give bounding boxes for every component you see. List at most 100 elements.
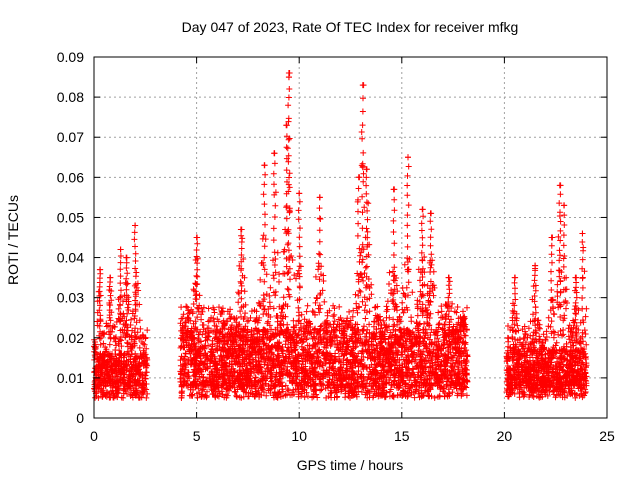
- data-point: [117, 350, 124, 357]
- data-point: [418, 220, 425, 227]
- data-point: [355, 220, 362, 227]
- data-point: [361, 270, 368, 277]
- data-point: [139, 332, 146, 339]
- data-point: [141, 341, 148, 348]
- data-point: [99, 393, 106, 400]
- data-point: [124, 324, 131, 331]
- data-point: [117, 302, 124, 309]
- data-point: [119, 377, 126, 384]
- data-point: [136, 360, 143, 367]
- data-point: [354, 232, 361, 239]
- data-point: [107, 322, 113, 329]
- data-point: [271, 181, 277, 188]
- data-point: [550, 310, 557, 317]
- data-point: [204, 325, 211, 332]
- data-point: [285, 94, 292, 101]
- data-point: [363, 190, 370, 197]
- data-point: [97, 312, 104, 319]
- data-point: [97, 357, 104, 364]
- data-point: [355, 174, 362, 181]
- data-point: [312, 273, 319, 280]
- data-point: [122, 321, 129, 327]
- data-point: [112, 362, 119, 369]
- data-point: [111, 392, 118, 399]
- data-point: [117, 327, 124, 334]
- data-point: [193, 247, 200, 253]
- data-point: [103, 320, 110, 327]
- data-point: [349, 313, 356, 320]
- data-point: [283, 204, 290, 211]
- data-point: [296, 253, 303, 260]
- data-point: [133, 284, 140, 291]
- data-point: [117, 259, 124, 266]
- data-point: [190, 301, 197, 307]
- data-point: [360, 178, 367, 185]
- data-point: [211, 309, 218, 316]
- data-point: [296, 263, 303, 270]
- data-point: [333, 324, 340, 331]
- data-point: [124, 339, 131, 346]
- data-point: [107, 302, 114, 309]
- data-point: [107, 334, 114, 341]
- data-point: [261, 254, 268, 261]
- data-point: [285, 74, 292, 81]
- data-point: [435, 309, 442, 316]
- data-point: [123, 286, 130, 293]
- data-point: [304, 302, 311, 309]
- data-point: [360, 95, 366, 102]
- data-point: [360, 149, 367, 156]
- data-point: [316, 250, 322, 257]
- data-point: [96, 307, 103, 314]
- data-point: [295, 207, 302, 214]
- data-point: [141, 359, 148, 365]
- data-point: [271, 150, 278, 157]
- data-point: [355, 292, 362, 299]
- data-point: [284, 386, 291, 393]
- data-point: [185, 310, 192, 317]
- data-point: [283, 144, 290, 151]
- data-point: [362, 264, 369, 271]
- data-point: [107, 317, 114, 324]
- data-point: [286, 170, 293, 177]
- data-point: [355, 185, 362, 192]
- data-point: [285, 286, 292, 293]
- data-point: [96, 323, 103, 329]
- data-point: [270, 237, 277, 244]
- data-point: [405, 202, 412, 209]
- data-point: [238, 245, 245, 252]
- data-point: [98, 373, 104, 380]
- data-point: [405, 154, 411, 161]
- data-point: [194, 266, 201, 273]
- data-point: [427, 269, 434, 275]
- data-point: [106, 391, 113, 398]
- data-point: [355, 208, 361, 215]
- data-point: [121, 380, 128, 387]
- data-point: [413, 319, 420, 326]
- data-point: [359, 108, 366, 115]
- data-point: [132, 243, 138, 250]
- data-point: [124, 304, 131, 311]
- data-point: [286, 254, 293, 261]
- data-point: [107, 328, 114, 335]
- data-point: [235, 299, 242, 306]
- data-point: [106, 331, 113, 338]
- data-point: [363, 199, 370, 206]
- data-point: [261, 389, 267, 396]
- data-point: [140, 353, 147, 360]
- data-point: [436, 320, 443, 327]
- data-point: [123, 254, 130, 261]
- data-point: [364, 207, 371, 214]
- data-point: [405, 279, 412, 286]
- data-point: [321, 298, 328, 305]
- data-point: [435, 338, 442, 345]
- data-point: [134, 354, 141, 361]
- data-point: [358, 389, 365, 395]
- data-point: [241, 288, 248, 295]
- data-point: [124, 310, 131, 317]
- data-point: [106, 378, 113, 385]
- data-point: [205, 305, 212, 312]
- data-point: [117, 280, 124, 287]
- data-point: [316, 215, 323, 222]
- data-point: [404, 243, 411, 250]
- data-point: [117, 253, 124, 259]
